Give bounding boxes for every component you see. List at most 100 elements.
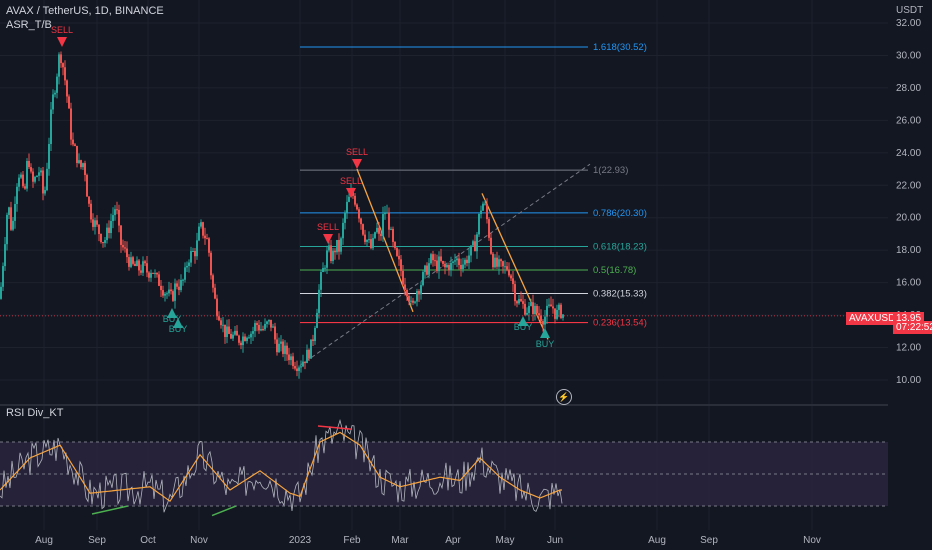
countdown-tag: 07:22:52 [893, 321, 932, 334]
candle-body [372, 238, 374, 249]
candle-body [100, 233, 102, 243]
candle-body [148, 272, 150, 278]
candle-body [106, 227, 108, 241]
price-axis[interactable]: 32.00 30.00 28.00 26.00 24.00 22.00 20.00 18.00… [888, 0, 932, 550]
candle-body [554, 308, 556, 319]
candle-body [40, 170, 42, 173]
candle-body [46, 168, 48, 191]
candle-body [462, 264, 464, 270]
trend-lines [356, 168, 549, 340]
fib-label: 0.786(20.30) [593, 208, 647, 219]
candle-body [248, 337, 250, 339]
candle-body [132, 257, 134, 264]
candle-body [340, 238, 342, 252]
candle-body [236, 330, 238, 336]
candle-body [184, 267, 186, 280]
candle-body [122, 244, 124, 248]
time-tick: 2023 [289, 535, 312, 546]
candle-body [392, 228, 394, 242]
candle-body [210, 252, 212, 276]
candle-body [142, 261, 144, 273]
candle-body [346, 201, 348, 213]
candle-body [82, 163, 84, 168]
candle-body [22, 174, 24, 187]
candle-body [204, 235, 206, 239]
candle-body [532, 302, 534, 315]
indicator-label[interactable]: ASR_T/B [6, 19, 52, 31]
candle-body [518, 299, 520, 304]
candle-body [434, 260, 436, 262]
candle-body [188, 262, 190, 266]
candle-body [468, 255, 470, 264]
fib-label: 0.5(16.78) [593, 265, 636, 276]
candle-body [102, 242, 104, 244]
candle-body [116, 209, 118, 211]
flash-icon[interactable]: ⚡ [556, 389, 572, 405]
candle-body [310, 339, 312, 359]
rsi-label[interactable]: RSI Div_KT [6, 407, 64, 419]
candle-body [282, 341, 284, 354]
candle-body [224, 324, 226, 337]
time-tick: Aug [35, 535, 53, 546]
sell-label: SELL [51, 25, 73, 35]
candle-body [514, 284, 516, 302]
price-tick: 12.00 [896, 343, 921, 354]
candle-body [242, 336, 244, 346]
candle-body [128, 257, 130, 267]
rsi-signal-line [0, 431, 562, 503]
candle-body [550, 304, 552, 307]
buy-arrow-icon [167, 308, 177, 318]
candle-body [62, 63, 64, 68]
candle-body [526, 312, 528, 315]
candle-body [196, 240, 198, 257]
buy-arrow-icon [540, 328, 550, 338]
candle-body [306, 349, 308, 364]
candle-body [226, 326, 228, 337]
candle-body [276, 339, 278, 353]
candle-body [134, 263, 136, 267]
candle-body [20, 174, 22, 178]
candle-body [114, 209, 116, 216]
candle-body [450, 262, 452, 271]
candle-body [94, 220, 96, 227]
candle-body [440, 256, 442, 261]
candle-body [534, 305, 536, 315]
fib-label: 0.382(15.33) [593, 289, 647, 300]
candle-body [366, 239, 368, 242]
symbol-title[interactable]: AVAX / TetherUS, 1D, BINANCE [6, 5, 164, 17]
time-tick: May [496, 535, 515, 546]
candle-body [140, 270, 142, 273]
candle-body [70, 108, 72, 140]
candle-body [376, 227, 378, 233]
candle-body [118, 209, 120, 226]
candle-body [452, 261, 454, 263]
candle-body [92, 219, 94, 227]
candle-body [364, 234, 366, 242]
candle-body [216, 298, 218, 317]
candle-body [552, 306, 554, 309]
candle-body [146, 263, 148, 273]
candle-body [232, 334, 234, 339]
candle-body [50, 109, 52, 145]
price-tick: 16.00 [896, 278, 921, 289]
candle-body [428, 263, 430, 275]
candle-body [426, 265, 428, 275]
candle-body [64, 67, 66, 81]
candle-body [524, 303, 526, 315]
candle-body [166, 293, 168, 295]
candle-body [296, 368, 298, 372]
candle-body [382, 214, 384, 237]
candle-body [486, 203, 488, 220]
candle-body [496, 257, 498, 267]
candle-body [508, 269, 510, 276]
time-axis[interactable]: Aug Sep Oct Nov 2023 Feb Mar Apr May Jun Aug Sep Nov [35, 535, 821, 546]
candle-body [322, 268, 324, 273]
candles [0, 51, 888, 379]
candle-body [126, 248, 128, 258]
candle-body [138, 260, 140, 271]
candle-body [446, 264, 448, 268]
candle-body [326, 250, 328, 268]
symbol-price-tag: AVAXUSDT [846, 312, 905, 325]
